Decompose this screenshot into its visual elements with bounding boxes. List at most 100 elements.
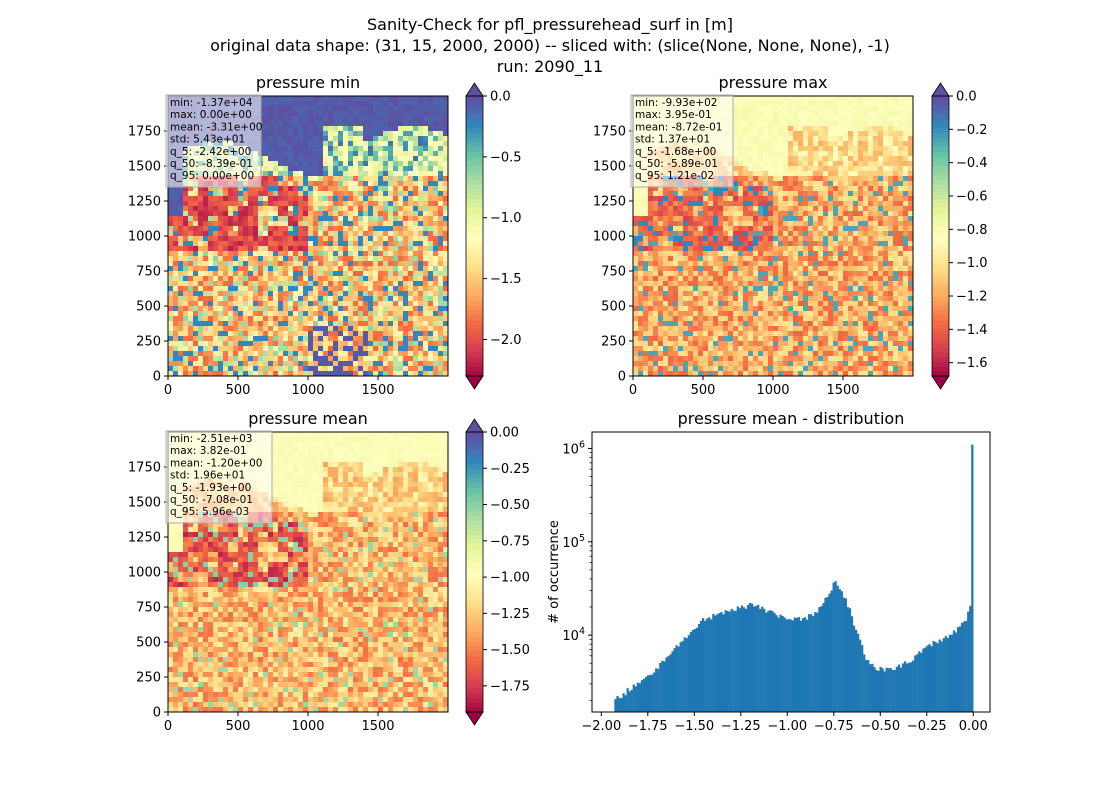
heatmap-cell <box>378 276 384 282</box>
heatmap-cell <box>708 296 714 302</box>
heatmap-cell <box>778 241 784 247</box>
heatmap-cell <box>688 241 694 247</box>
heatmap-cell <box>348 261 354 267</box>
heatmap-cell <box>743 296 749 302</box>
heatmap-cell <box>248 276 254 282</box>
heatmap-cell <box>228 266 234 272</box>
heatmap-cell <box>648 236 654 242</box>
heatmap-cell <box>213 356 219 362</box>
heatmap-cell <box>353 321 359 327</box>
heatmap-cell <box>748 326 754 332</box>
heatmap-cell <box>313 146 319 152</box>
heatmap-cell <box>213 341 219 347</box>
heatmap-cell <box>703 331 709 337</box>
heatmap-cell <box>173 366 179 372</box>
heatmap-cell <box>663 216 669 222</box>
heatmap-cell <box>328 166 334 172</box>
heatmap-cell <box>238 326 244 332</box>
heatmap-cell <box>278 256 284 262</box>
heatmap-cell <box>228 351 234 357</box>
heatmap-cell <box>338 171 344 177</box>
heatmap-cell <box>393 126 399 132</box>
heatmap-cell <box>663 221 669 227</box>
heatmap-cell <box>758 366 764 372</box>
heatmap-cell <box>328 241 334 247</box>
heatmap-cell <box>318 221 324 227</box>
heatmap-cell <box>733 116 739 122</box>
heatmap-cell <box>378 316 384 322</box>
heatmap-cell <box>188 331 194 337</box>
heatmap-cell <box>223 221 229 227</box>
heatmap-cell <box>638 241 644 247</box>
heatmap-cell <box>353 281 359 287</box>
heatmap-cell <box>408 106 414 112</box>
heatmap-cell <box>393 301 399 307</box>
heatmap-cell <box>428 211 434 217</box>
colorbar-segment <box>466 352 483 358</box>
heatmap-cell <box>373 236 379 242</box>
heatmap-cell <box>273 166 279 172</box>
heatmap-cell <box>443 111 449 117</box>
heatmap-cell <box>723 226 729 232</box>
heatmap-cell <box>433 186 439 192</box>
heatmap-cell <box>368 346 374 352</box>
heatmap-cell <box>323 226 329 232</box>
heatmap-cell <box>293 221 299 227</box>
heatmap-cell <box>318 371 324 377</box>
heatmap-cell <box>373 356 379 362</box>
heatmap-cell <box>718 191 724 197</box>
heatmap-cell <box>778 226 784 232</box>
heatmap-cell <box>318 366 324 372</box>
heatmap-cell <box>748 306 754 312</box>
heatmap-cell <box>298 146 304 152</box>
heatmap-cell <box>218 216 224 222</box>
heatmap-cell <box>213 321 219 327</box>
heatmap-cell <box>718 261 724 267</box>
heatmap-cell <box>413 331 419 337</box>
heatmap-cell <box>708 316 714 322</box>
heatmap-cell <box>413 251 419 257</box>
heatmap-cell <box>173 216 179 222</box>
heatmap-cell <box>723 266 729 272</box>
heatmap-cell <box>168 281 174 287</box>
heatmap-cell <box>353 141 359 147</box>
heatmap-cell <box>238 296 244 302</box>
heatmap-cell <box>293 261 299 267</box>
heatmap-cell <box>428 291 434 297</box>
heatmap-cell <box>718 231 724 237</box>
heatmap-cell <box>208 311 214 317</box>
heatmap-cell <box>378 256 384 262</box>
heatmap-cell <box>778 231 784 237</box>
heatmap-cell <box>213 266 219 272</box>
heatmap-cell <box>438 146 444 152</box>
heatmap-cell <box>753 351 759 357</box>
heatmap-cell <box>323 351 329 357</box>
heatmap-cell <box>733 321 739 327</box>
heatmap-cell <box>343 116 349 122</box>
heatmap-cell <box>413 121 419 127</box>
heatmap-cell <box>383 301 389 307</box>
heatmap-cell <box>318 286 324 292</box>
heatmap-cell <box>243 326 249 332</box>
heatmap-cell <box>773 161 779 167</box>
heatmap-cell <box>278 171 284 177</box>
heatmap-cell <box>638 306 644 312</box>
heatmap-cell <box>303 241 309 247</box>
heatmap-cell <box>653 336 659 342</box>
heatmap-cell <box>433 326 439 332</box>
heatmap-cell <box>678 191 684 197</box>
heatmap-cell <box>383 216 389 222</box>
heatmap-cell <box>763 356 769 362</box>
heatmap-cell <box>763 346 769 352</box>
heatmap-cell <box>443 366 449 372</box>
heatmap-cell <box>278 271 284 277</box>
heatmap-cell <box>333 326 339 332</box>
heatmap-cell <box>228 251 234 257</box>
heatmap-cell <box>438 331 444 337</box>
heatmap-cell <box>248 311 254 317</box>
heatmap-cell <box>248 336 254 342</box>
heatmap-cell <box>203 366 209 372</box>
heatmap-cell <box>333 131 339 137</box>
heatmap-cell <box>663 286 669 292</box>
heatmap-cell <box>773 186 779 192</box>
